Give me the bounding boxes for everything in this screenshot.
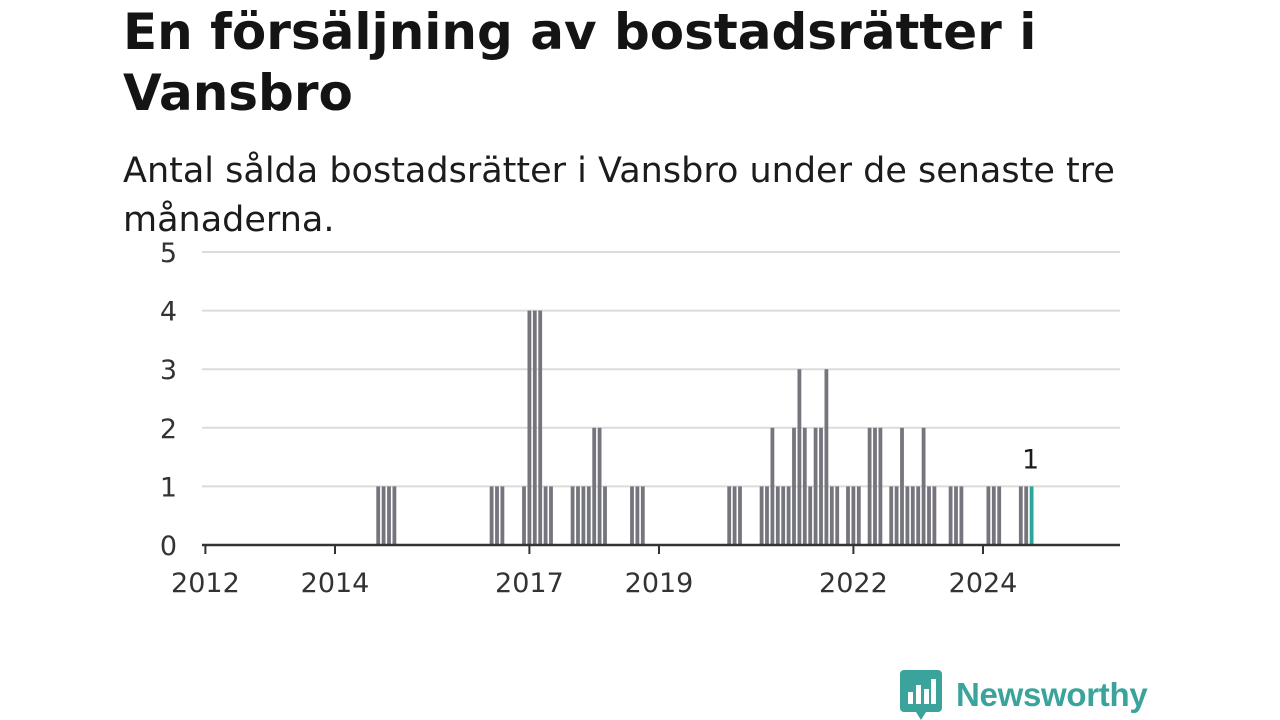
x-tick-label: 2024 (949, 568, 1018, 599)
bar (376, 486, 381, 545)
bar (856, 486, 861, 545)
bar (640, 486, 645, 545)
bar (581, 486, 586, 545)
newsworthy-logo: Newsworthy (900, 670, 1148, 720)
bar (770, 427, 775, 545)
bar (786, 486, 791, 545)
y-tick-label: 2 (160, 414, 177, 445)
bar (527, 310, 532, 545)
bar (775, 486, 780, 545)
bar (905, 486, 910, 545)
bar (932, 486, 937, 545)
chart-title: En försäljning av bostadsrätter i Vansbr… (123, 3, 1037, 122)
bar (592, 427, 597, 545)
bar (900, 427, 904, 545)
bar (959, 486, 964, 545)
bar (597, 427, 602, 545)
bar (916, 486, 921, 545)
bar (543, 486, 548, 545)
bar (765, 486, 769, 545)
bar (819, 427, 823, 545)
x-tick-label: 2012 (171, 568, 240, 599)
bar (813, 427, 818, 545)
bar (997, 486, 1002, 545)
y-tick-label: 3 (160, 355, 177, 386)
bar (538, 310, 543, 545)
bar (570, 486, 575, 545)
bar (802, 427, 807, 545)
bar (867, 427, 872, 545)
bar (495, 486, 499, 545)
y-tick-label: 1 (160, 472, 177, 503)
bar (921, 427, 926, 545)
bar (532, 310, 537, 545)
bar (910, 486, 915, 545)
chart-subtitle: Antal sålda bostadsrätter i Vansbro unde… (123, 151, 1115, 240)
bar (381, 486, 386, 545)
x-tick-label: 2017 (495, 568, 564, 599)
bar (991, 486, 996, 545)
bar-chart: 0 1 2 3 4 5 2012 2014 2017 2019 2022 2024 1 (160, 238, 1120, 599)
bar (500, 486, 505, 545)
bar (630, 486, 634, 545)
bar (829, 486, 834, 545)
bar (576, 486, 580, 545)
bar (954, 486, 958, 545)
bar (873, 427, 877, 545)
bar (732, 486, 737, 545)
x-tick-label: 2019 (625, 568, 694, 599)
y-tick-label: 4 (160, 297, 177, 328)
bar-highlight (1029, 486, 1034, 545)
bar (738, 486, 742, 545)
newsworthy-logo-icon (900, 670, 942, 720)
bar (522, 486, 526, 545)
bar (808, 486, 813, 545)
newsworthy-logo-text: Newsworthy (956, 676, 1148, 713)
bar (392, 486, 397, 545)
bar (889, 486, 894, 545)
y-tick-label: 0 (160, 531, 177, 562)
bar (549, 486, 553, 545)
bar (727, 486, 732, 545)
bar (1018, 486, 1023, 545)
bar (824, 369, 829, 545)
bar (948, 486, 953, 545)
bar (846, 486, 850, 545)
bar (635, 486, 640, 545)
bar (851, 486, 856, 545)
bar (489, 486, 494, 545)
bar (387, 486, 391, 545)
data-label: 1 (1022, 444, 1039, 475)
bar (894, 486, 899, 545)
bar (1024, 486, 1029, 545)
y-tick-label: 5 (160, 238, 177, 269)
bar (781, 486, 786, 545)
x-tick-label: 2014 (301, 568, 370, 599)
bar (792, 427, 796, 545)
bar (586, 486, 591, 545)
bar (603, 486, 607, 545)
x-tick-label: 2022 (819, 568, 888, 599)
bar (797, 369, 802, 545)
bar (878, 427, 883, 545)
bar (759, 486, 764, 545)
bar (835, 486, 840, 545)
bar (927, 486, 931, 545)
bar (986, 486, 991, 545)
